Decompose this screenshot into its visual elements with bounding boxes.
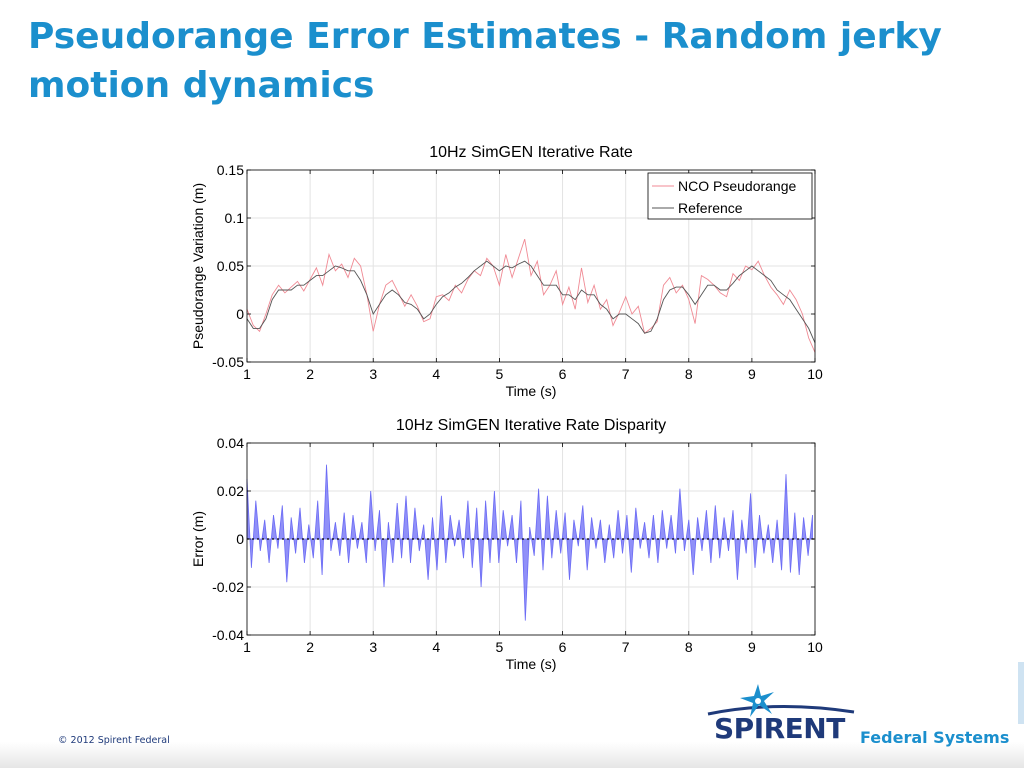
y-tick-label: 0.05 [217,258,244,274]
x-tick-label: 5 [496,366,504,382]
legend-box [647,172,813,220]
x-tick-label: 2 [306,639,314,655]
x-axis-label: Time (s) [506,656,557,672]
pseudorange-chart: 1 2 3 4 5 6 7 8 9 10 -0.05 0 0.05 0.1 0.15 10Hz SimGEN … [190,144,823,399]
x-tick-label: 9 [748,366,756,382]
x-tick-label: 9 [748,639,756,655]
x-tick-label: 8 [685,639,693,655]
x-tick-label: 4 [432,366,440,382]
legend-label-0: NCO Pseudorange [678,178,797,194]
error-area [246,464,813,621]
y-tick-label: 0.1 [225,210,245,226]
y-tick-label: 0 [236,531,244,547]
logo-swoosh-icon [707,704,855,716]
footer-band [0,742,1024,768]
y-tick-label: 0.02 [217,483,244,499]
x-tick-label: 3 [369,366,377,382]
legend-label-1: Reference [678,200,743,216]
x-tick-label: 1 [243,639,251,655]
x-axis-label: Time (s) [506,383,557,399]
x-tick-label: 7 [622,639,630,655]
y-tick-label: 0 [236,306,244,322]
spirent-logo: SPIRENT Federal Systems [700,684,1024,768]
x-tick-label: 6 [559,639,567,655]
legend: NCO Pseudorange Reference [647,172,813,220]
disparity-chart: 1 2 3 4 5 6 7 8 9 10 -0.04 -0.02 0 0.02 0.04 10Hz SimGE… [190,417,823,672]
slide-title: Pseudorange Error Estimates - Random jer… [28,16,942,106]
series-line-0 [246,238,816,353]
x-tick-label: 10 [807,366,823,382]
logo-subtitle: Federal Systems [860,728,1010,747]
x-tick-label: 7 [622,366,630,382]
y-tick-label: 0.15 [217,162,244,178]
logo-star-icon [740,684,774,717]
y-tick-label: -0.02 [212,579,244,595]
x-tick-label: 1 [243,366,251,382]
logo-wordmark: SPIRENT [714,712,845,745]
x-tick-label: 2 [306,366,314,382]
chart-title: 10Hz SimGEN Iterative Rate [429,144,633,161]
copyright-text: © 2012 Spirent Federal [58,735,170,746]
series-line-1 [246,260,816,343]
y-tick-label: -0.05 [212,354,244,370]
edge-strip [1018,662,1024,724]
x-tick-label: 6 [559,366,567,382]
y-tick-label: 0.04 [217,435,244,451]
x-tick-label: 10 [807,639,823,655]
x-tick-label: 5 [496,639,504,655]
x-tick-label: 3 [369,639,377,655]
x-tick-label: 4 [432,639,440,655]
y-axis-label: Pseudorange Variation (m) [190,183,206,349]
y-axis-label: Error (m) [190,511,206,567]
y-tick-label: -0.04 [212,627,244,643]
x-tick-label: 8 [685,366,693,382]
chart-title: 10Hz SimGEN Iterative Rate Disparity [396,417,666,434]
